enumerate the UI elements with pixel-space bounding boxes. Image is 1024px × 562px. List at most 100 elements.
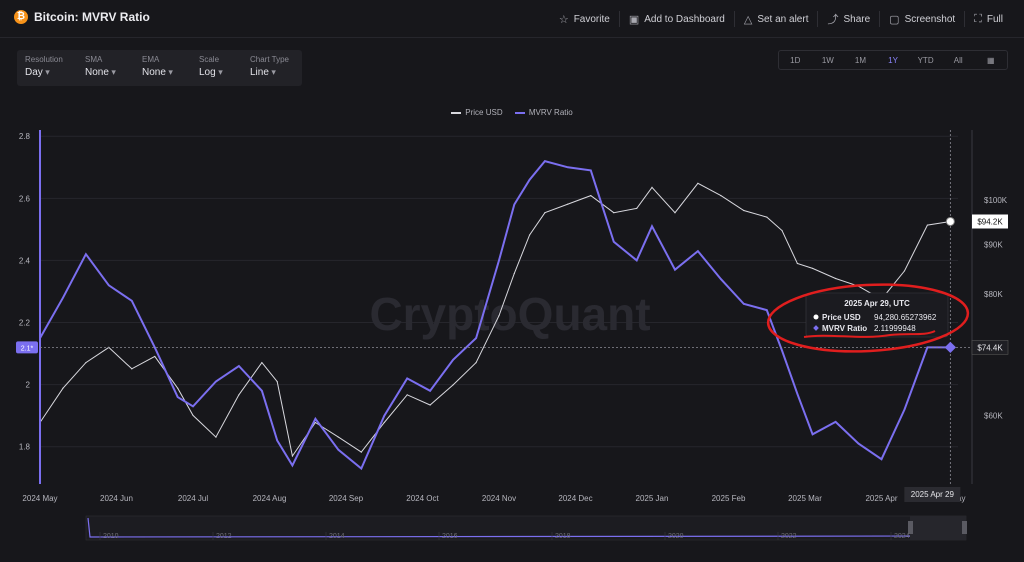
tooltip-price-value: 94,280.65273962 <box>874 313 937 322</box>
price-point <box>720 195 722 197</box>
range-1m[interactable]: 1M <box>854 55 866 65</box>
ema-value: None <box>142 67 173 78</box>
navigator-label: 2022 <box>781 533 797 540</box>
left-tick-label: 2.2 <box>19 319 31 328</box>
mvrv-point <box>39 337 41 339</box>
red-underline-annotation <box>803 330 936 338</box>
price-point <box>513 272 515 275</box>
fullscreen-button[interactable]: ⛶ Full <box>964 11 1012 27</box>
mvrv-point <box>765 309 768 311</box>
mvrv-point <box>697 250 699 252</box>
price-point <box>154 355 156 358</box>
sma-select[interactable]: SMA None <box>85 55 116 78</box>
mvrv-point <box>62 296 64 299</box>
ema-label: EMA <box>142 55 160 64</box>
red-circle-annotation <box>766 283 970 353</box>
price-point <box>636 207 638 209</box>
price-point <box>291 455 294 457</box>
mvrv-point <box>452 358 454 361</box>
range-ytd[interactable]: YTD <box>917 55 934 65</box>
price-point <box>796 262 798 265</box>
mvrv-point <box>176 396 179 398</box>
price-point <box>903 270 906 272</box>
resolution-label: Resolution <box>25 55 63 64</box>
range-1w[interactable]: 1W <box>821 55 834 65</box>
legend-price-swatch <box>451 112 462 114</box>
price-point <box>880 298 883 300</box>
screenshot-button[interactable]: ▢ Screenshot <box>879 11 964 27</box>
mvrv-point <box>612 240 615 243</box>
scale-select[interactable]: Scale Log <box>199 55 223 78</box>
right-crosshair-badge: $74.4K <box>977 343 1003 352</box>
right-tick-label: $70K <box>984 346 1003 355</box>
mvrv-point <box>360 467 363 470</box>
price-point <box>567 203 569 205</box>
legend-mvrv[interactable]: MVRV Ratio <box>514 108 573 117</box>
navigator-handle-right <box>962 521 967 534</box>
navigator-box <box>85 515 967 541</box>
price-point <box>85 361 87 364</box>
price-point <box>651 186 653 188</box>
share-button[interactable]: ⤴ Share <box>817 11 879 27</box>
price-point <box>337 436 339 438</box>
scale-value: Log <box>199 67 223 78</box>
favorite-button[interactable]: ☆ Favorite <box>550 11 619 27</box>
chart-type-select[interactable]: Chart Type Line <box>250 55 289 78</box>
price-point <box>697 182 699 184</box>
resolution-select[interactable]: Resolution Day <box>25 55 63 78</box>
mvrv-point <box>674 268 676 271</box>
ema-select[interactable]: EMA None <box>142 55 173 78</box>
price-point <box>590 195 592 197</box>
navigator-line <box>87 517 961 538</box>
mvrv-point <box>781 349 783 352</box>
price-point <box>360 451 362 453</box>
x-tick-label: 2025 Apr <box>865 494 897 503</box>
navigator-label: 2020 <box>668 533 684 540</box>
calendar-icon[interactable]: ▦ <box>986 55 995 65</box>
chart-title-group: ₿ Bitcoin: MVRV Ratio <box>14 10 150 24</box>
sma-value: None <box>85 67 116 78</box>
right-tick-label: $80K <box>984 290 1003 299</box>
scale-label: Scale <box>199 55 220 64</box>
mvrv-point <box>743 303 745 305</box>
price-point <box>429 404 431 406</box>
range-all[interactable]: All <box>953 55 963 65</box>
right-tick-label: $100K <box>984 196 1008 205</box>
range-1d[interactable]: 1D <box>790 55 801 65</box>
watermark: CryptoQuant <box>369 288 650 340</box>
left-value-badge-bg <box>16 341 38 354</box>
right-price-badge: $94.2K <box>977 217 1003 226</box>
mvrv-point <box>215 380 217 383</box>
mvrv-point <box>238 365 240 367</box>
chart-legend: Price USD MVRV Ratio <box>0 108 1024 117</box>
tooltip-mvrv-label: MVRV Ratio <box>822 324 867 333</box>
range-1y[interactable]: 1Y <box>888 55 898 65</box>
add-to-dashboard-button[interactable]: ▣ Add to Dashboard <box>618 11 734 27</box>
navigator-label: 2010 <box>103 533 119 540</box>
star-icon: ☆ <box>558 13 569 26</box>
mvrv-point <box>337 449 340 451</box>
price-point <box>108 346 110 348</box>
price-point <box>177 387 179 389</box>
price-point <box>452 384 454 386</box>
x-tick-label: 2025 Feb <box>712 494 746 503</box>
price-point <box>857 285 860 287</box>
top-bar: ₿ Bitcoin: MVRV Ratio ☆ Favorite ▣ Add to … <box>0 0 1024 38</box>
mvrv-point <box>291 464 294 467</box>
resolution-value: Day <box>25 67 63 78</box>
bitcoin-icon: ₿ <box>14 10 28 24</box>
mvrv-point <box>429 390 431 392</box>
legend-price[interactable]: Price USD <box>451 108 503 117</box>
left-tick-label: 2.6 <box>19 194 31 203</box>
tooltip-price-label: Price USD <box>822 313 861 322</box>
price-point <box>674 212 676 214</box>
mvrv-point <box>513 203 516 206</box>
mvrv-point <box>192 405 194 408</box>
price-point <box>39 421 41 424</box>
legend-mvrv-label: MVRV Ratio <box>528 108 573 117</box>
bottom-date-badge: 2025 Apr 29 <box>911 490 955 499</box>
price-point <box>62 387 64 389</box>
set-alert-button[interactable]: △ Set an alert <box>733 11 818 27</box>
screenshot-label: Screenshot <box>904 13 956 25</box>
share-label: Share <box>843 13 871 25</box>
